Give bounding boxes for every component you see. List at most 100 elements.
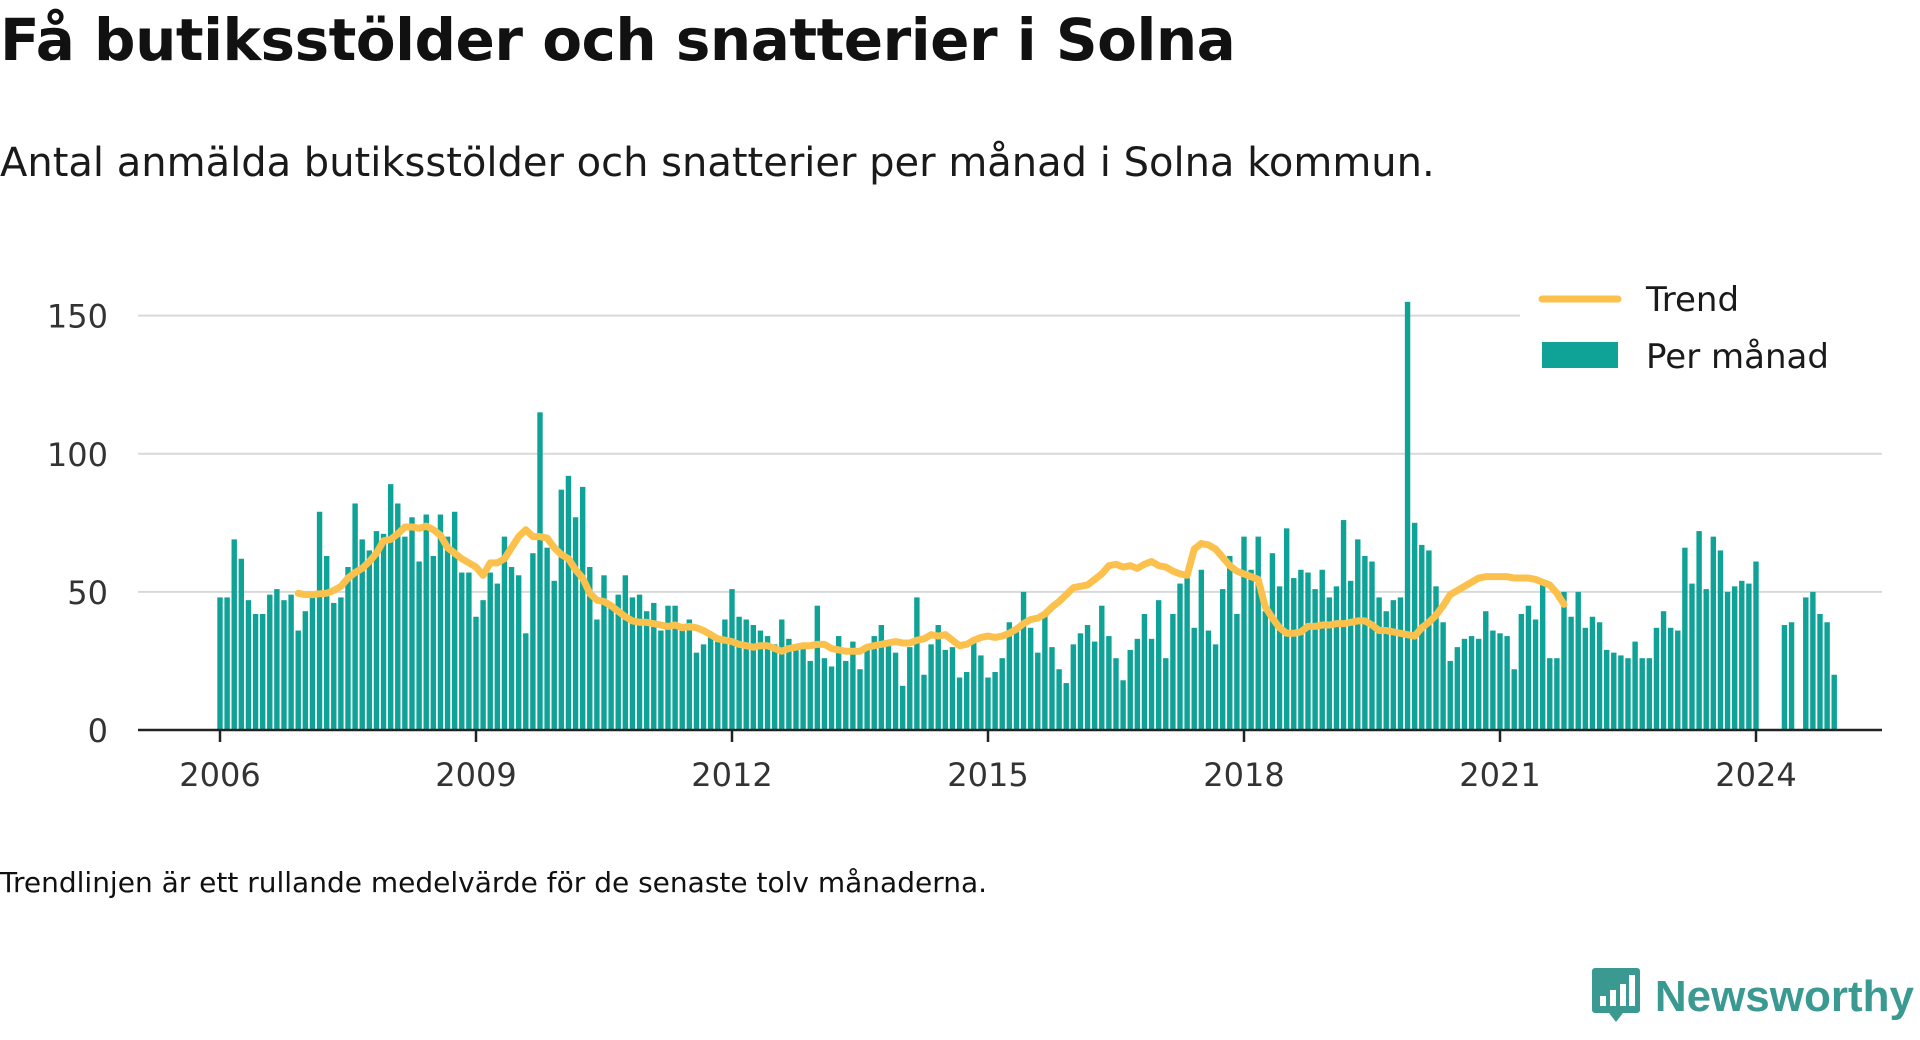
bar <box>387 484 394 730</box>
bar <box>1269 553 1276 730</box>
bar <box>1589 616 1596 730</box>
bar <box>1184 578 1190 730</box>
bar <box>1625 658 1631 730</box>
chart-subtitle: Antal anmälda butiksstölder och snatteri… <box>0 140 1435 186</box>
bar <box>1099 605 1105 730</box>
bar <box>1461 638 1468 730</box>
bar <box>992 671 998 730</box>
bar <box>231 539 237 730</box>
bar <box>807 660 813 730</box>
legend-bar-swatch <box>1542 342 1618 368</box>
bar <box>729 589 735 730</box>
bar <box>615 594 621 730</box>
bar <box>309 597 316 730</box>
bar <box>1611 652 1617 730</box>
bar <box>899 685 906 730</box>
bar <box>963 671 970 730</box>
bar <box>800 647 806 731</box>
bar <box>530 553 536 730</box>
bar <box>1575 591 1581 731</box>
bar <box>373 531 380 730</box>
bar <box>857 669 863 730</box>
bar <box>686 619 693 730</box>
bar <box>1091 641 1098 730</box>
bar <box>1291 578 1297 730</box>
brand-logo[interactable]: Newsworthy <box>1591 966 1914 1028</box>
bar <box>835 636 842 730</box>
bar <box>551 580 557 730</box>
bar <box>651 602 657 730</box>
bar <box>1803 597 1809 730</box>
bar <box>1390 600 1397 730</box>
bar <box>878 625 885 730</box>
bar <box>1511 669 1517 730</box>
bar <box>451 511 458 730</box>
bar <box>736 616 742 730</box>
bars-per-manad <box>217 301 1837 731</box>
bar <box>956 677 963 730</box>
bar <box>1113 658 1119 730</box>
bar <box>409 517 415 730</box>
bar <box>331 602 337 730</box>
bar <box>338 597 344 730</box>
bar <box>885 641 892 730</box>
bar <box>679 625 685 730</box>
bar <box>1255 536 1261 731</box>
bar <box>1582 627 1589 730</box>
bar <box>1824 622 1830 730</box>
bar <box>1682 547 1688 730</box>
bar <box>1120 680 1126 730</box>
bar <box>217 597 223 730</box>
bar <box>1276 586 1283 730</box>
bar <box>821 658 828 730</box>
bar <box>942 649 949 730</box>
bar <box>1653 627 1660 730</box>
bar <box>1084 625 1091 730</box>
bar <box>871 636 877 730</box>
bar <box>1205 630 1212 730</box>
bar <box>1639 658 1645 730</box>
bar <box>416 561 422 730</box>
bar <box>480 600 486 730</box>
bar <box>1170 613 1176 730</box>
bar <box>1504 636 1510 730</box>
bar <box>935 625 941 730</box>
bar <box>1006 622 1013 730</box>
bar <box>850 641 856 730</box>
bar <box>1667 627 1674 730</box>
bar <box>587 567 593 730</box>
bar <box>1618 655 1624 730</box>
bar <box>771 644 778 730</box>
bar <box>1532 619 1539 730</box>
bar <box>1454 647 1461 731</box>
bar <box>999 658 1005 730</box>
y-tick-label: 150 <box>47 298 108 336</box>
bar <box>515 575 522 730</box>
bar <box>572 517 579 730</box>
bar <box>1262 611 1269 730</box>
bar <box>1426 550 1432 730</box>
bar <box>395 503 401 730</box>
bar <box>1198 569 1205 730</box>
bar <box>864 649 870 730</box>
bar <box>907 647 913 731</box>
y-tick-label: 50 <box>67 574 108 612</box>
bar <box>252 613 259 730</box>
bar <box>558 489 565 730</box>
bar <box>345 567 351 730</box>
bar <box>1483 611 1489 730</box>
bar <box>1568 616 1574 730</box>
bar <box>402 536 408 731</box>
bar <box>508 567 515 730</box>
bar <box>1781 625 1788 730</box>
bar <box>665 605 671 730</box>
bar <box>1049 647 1055 731</box>
bar <box>1148 638 1155 730</box>
bar <box>1468 636 1475 730</box>
bar <box>274 589 280 730</box>
brand-name: Newsworthy <box>1654 972 1914 1021</box>
bar <box>430 555 437 730</box>
bar <box>1419 544 1425 730</box>
bar <box>1013 627 1020 730</box>
bar <box>1234 613 1240 730</box>
